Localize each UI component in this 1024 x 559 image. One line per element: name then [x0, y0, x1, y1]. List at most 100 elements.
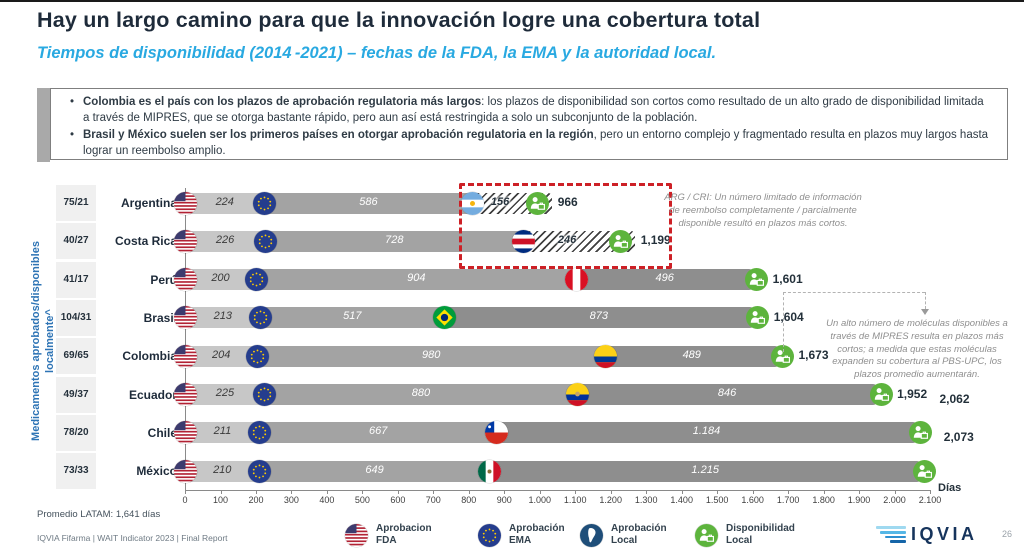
us-flag-icon	[173, 306, 197, 330]
x-axis-tick-label: 600	[390, 495, 406, 505]
fda-value-label: 213	[213, 310, 232, 323]
x-axis-tick-label: 300	[283, 495, 299, 505]
ema-segment	[265, 230, 524, 252]
us-flag-icon	[173, 383, 197, 406]
iqvia-logo-text: IQVIA	[911, 524, 978, 544]
x-axis-tick-label: 900	[496, 495, 512, 505]
x-axis-tick	[894, 490, 896, 494]
total-label-colombia: 1,673	[798, 348, 829, 363]
legend-item-us-flag: Aprobacion FDA	[345, 523, 432, 547]
x-axis-tick	[681, 490, 683, 494]
footer-source: IQVIA Fifarma | WAIT Indicator 2023 | Fi…	[37, 533, 228, 543]
fda-value-label: 210	[213, 463, 232, 476]
availability-icon	[869, 383, 893, 406]
x-axis-tick-label: 400	[319, 495, 335, 505]
x-axis-line	[185, 490, 930, 491]
availability-icon	[526, 191, 550, 215]
country-label-costarica: Costa Rica	[114, 234, 177, 249]
us-flag-icon	[173, 191, 197, 215]
argentina-flag-icon	[460, 191, 484, 215]
eu-flag-icon	[244, 268, 268, 292]
x-axis-tick-label: 200	[248, 495, 264, 505]
us-flag-icon	[173, 344, 197, 368]
x-axis-tick-label: 1.400	[670, 495, 693, 505]
x-axis-tick	[291, 490, 293, 494]
ratio-badge-ecuador: 49/37	[56, 376, 96, 413]
local-segment	[444, 307, 754, 329]
x-axis-tick	[610, 490, 612, 494]
legend-label: Aprobación EMA	[509, 523, 565, 546]
fda-value-label: 211	[213, 425, 232, 438]
availability-icon	[609, 229, 633, 253]
fda-segment	[185, 192, 265, 214]
x-axis-tick	[362, 490, 364, 494]
x-axis-tick-label: 1.100	[563, 495, 587, 505]
local-approval-icon	[580, 523, 603, 547]
bar-row-costarica: 226 728 246	[185, 230, 641, 252]
availability-icon	[695, 523, 718, 547]
fda-value-label: 200	[211, 272, 230, 285]
callout-bullet-1: • Colombia es el país con los plazos de …	[61, 94, 993, 127]
ratio-badge-chile: 78/20	[56, 414, 96, 451]
callout-bullet-1-text: Colombia es el país con los plazos de ap…	[83, 96, 984, 125]
fda-segment	[185, 384, 265, 405]
country-label-argentina: Argentina	[120, 196, 177, 210]
x-axis-tick	[752, 490, 754, 494]
bullet-dot-icon: •	[69, 128, 75, 141]
ema-value-label: 517	[343, 310, 362, 323]
mexico-flag-icon	[478, 459, 502, 483]
legend-item-availability: Disponibilidad Local	[695, 523, 795, 547]
annotation-connector-vertical	[783, 292, 784, 352]
ema-segment	[260, 307, 444, 329]
page-title: Hay un largo camino para que la innovaci…	[37, 8, 761, 32]
ema-value-label: 586	[359, 195, 378, 208]
local-value-label: 489	[682, 348, 701, 361]
bar-row-ecuador: 225 880 846	[185, 384, 907, 405]
availability-icon	[745, 268, 769, 292]
x-axis-tick	[256, 490, 257, 494]
country-label-per: Perú	[150, 272, 177, 287]
bar-row-brasil: 213 517 873	[185, 307, 784, 329]
local-segment	[576, 269, 753, 291]
annotation-connector-horizontal	[783, 292, 925, 293]
x-axis-tick-label: 100	[212, 495, 229, 505]
ema-segment	[259, 460, 490, 482]
ema-segment	[264, 192, 473, 214]
legend-item-local-approval: Aprobación Local	[580, 523, 667, 547]
chile-flag-icon	[485, 421, 508, 445]
ema-value-label: 649	[365, 463, 384, 476]
x-axis-tick	[646, 490, 648, 494]
callout-bullet-2-text: Brasil y México suelen ser los primeros …	[83, 128, 989, 157]
x-axis-tick-label: 1.200	[599, 495, 622, 505]
x-axis-tick-label: 1.600	[741, 495, 764, 505]
iqvia-logo: IQVIA	[876, 524, 978, 545]
ratio-badge-brasil: 104/31	[56, 299, 96, 336]
x-axis-tick	[468, 490, 470, 494]
local-segment	[523, 230, 635, 252]
us-flag-icon	[173, 229, 197, 253]
x-axis-tick-label: 2.000	[883, 495, 906, 505]
eu-flag-icon	[248, 459, 271, 483]
fda-segment	[185, 269, 256, 291]
availability-icon	[746, 306, 770, 330]
fda-segment	[185, 345, 258, 367]
local-value-label: 873	[589, 310, 609, 323]
x-axis-tick-label: 1.700	[776, 495, 800, 505]
highlight-dashed-box	[459, 183, 672, 269]
local-value-label: 496	[655, 272, 674, 285]
ema-value-label: 667	[369, 425, 388, 438]
costarica-flag-icon	[511, 229, 535, 253]
ratio-badge-per: 41/17	[56, 261, 96, 298]
x-axis-tick	[575, 490, 577, 494]
availability-icon	[913, 459, 937, 483]
bar-row-chile: 211 667 1.184	[185, 422, 947, 444]
eu-flag-icon	[478, 523, 501, 547]
callout-accent-bar	[37, 88, 50, 162]
x-axis-tick	[930, 490, 931, 494]
country-label-ecuador: Ecuador	[128, 387, 177, 402]
eu-flag-icon	[253, 383, 277, 406]
local-value-label: 846	[717, 387, 737, 399]
country-label-chile: Chile	[147, 425, 177, 440]
total-label-ecuador: 1,952	[897, 386, 928, 401]
local-segment	[489, 460, 921, 482]
